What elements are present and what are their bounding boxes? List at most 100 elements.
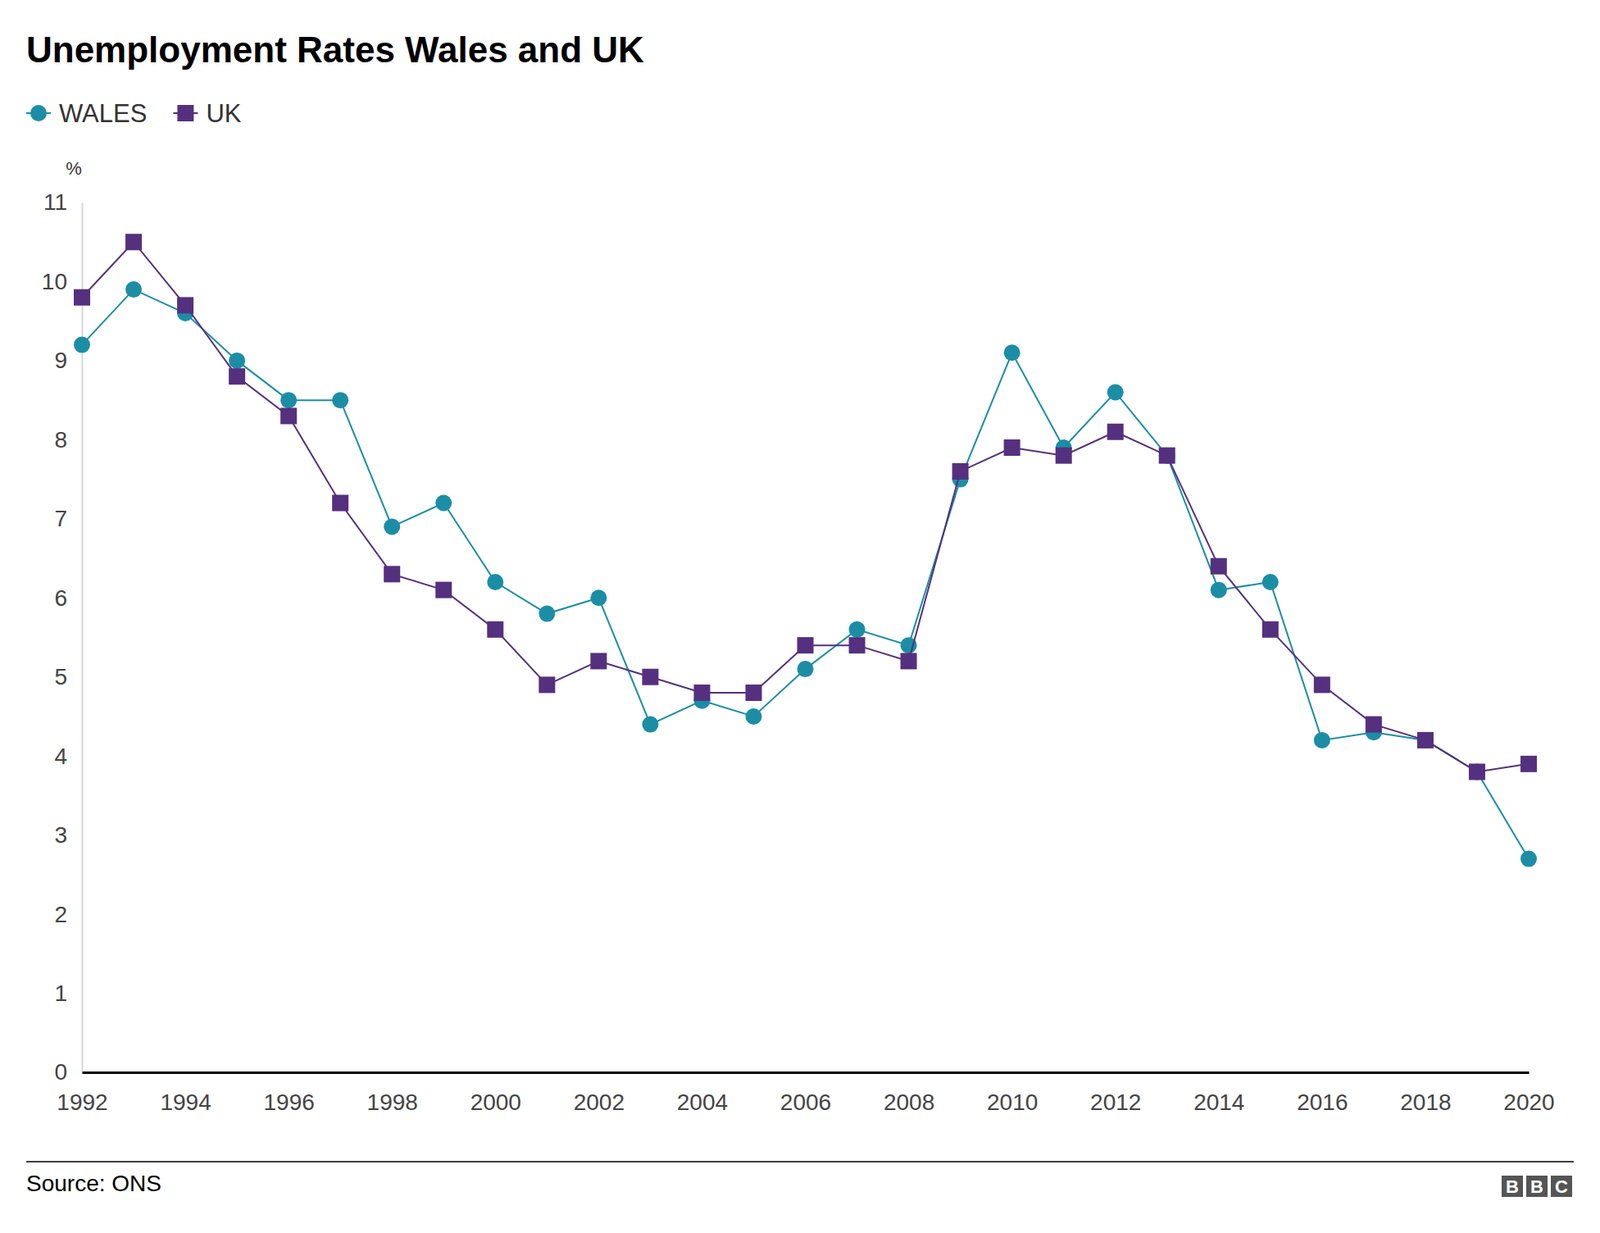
x-tick-label: 1994 <box>159 1089 211 1115</box>
x-tick-label: 2000 <box>470 1089 522 1115</box>
data-point <box>1107 423 1124 441</box>
data-point <box>228 352 246 369</box>
data-point <box>538 605 555 623</box>
data-point <box>280 391 297 409</box>
legend-marker <box>30 104 47 122</box>
data-point <box>1365 716 1382 733</box>
data-point <box>1468 763 1486 780</box>
plot-area <box>73 233 1537 867</box>
data-point <box>849 621 866 638</box>
x-tick: 2012 <box>1090 1072 1141 1115</box>
data-point <box>590 589 607 606</box>
data-point <box>745 708 762 725</box>
data-point <box>1313 731 1331 749</box>
data-point <box>1159 447 1176 464</box>
data-point <box>849 636 866 654</box>
x-tick-label: 1992 <box>56 1089 108 1115</box>
x-tick: 2000 <box>470 1072 522 1115</box>
series-markers <box>73 233 1537 780</box>
data-point <box>1004 439 1021 456</box>
y-tick-label: 0 <box>54 1059 68 1085</box>
data-point <box>486 573 504 591</box>
x-axis: 1992 1994 1996 1998 2000 2002 2004 2006 2008 2010… <box>56 1072 1555 1115</box>
data-point <box>1159 447 1176 464</box>
x-tick-label: 2002 <box>573 1089 625 1115</box>
data-point <box>486 621 504 638</box>
y-tick: 8 <box>54 427 82 453</box>
data-point <box>280 407 297 424</box>
y-tick: 11 <box>43 189 82 215</box>
y-tick-label: 2 <box>54 901 68 928</box>
x-tick-label: 2006 <box>780 1089 832 1115</box>
y-axis: 01234567891011 <box>41 189 83 1085</box>
x-tick: 2014 <box>1193 1072 1245 1115</box>
x-tick: 2018 <box>1400 1072 1451 1115</box>
data-point <box>73 336 91 354</box>
data-point <box>1417 731 1434 749</box>
data-point <box>435 581 452 599</box>
x-axis-line <box>82 1071 1530 1074</box>
data-point <box>745 684 762 701</box>
y-tick: 2 <box>54 901 82 928</box>
logo-box <box>1526 1175 1548 1197</box>
data-point <box>331 495 349 512</box>
data-point <box>797 636 814 654</box>
logo-box <box>1550 1175 1573 1197</box>
source: Source: ONS <box>26 1170 162 1196</box>
x-tick: 2016 <box>1296 1072 1348 1115</box>
title: Unemployment Rates Wales and UK <box>26 29 645 70</box>
x-tick: 2008 <box>883 1072 935 1115</box>
data-point <box>125 233 142 250</box>
y-tick-label: 8 <box>54 427 68 453</box>
y-tick-label: 4 <box>54 743 68 769</box>
x-tick: 2006 <box>780 1072 832 1115</box>
data-point <box>1468 763 1486 780</box>
data-point <box>1055 447 1073 464</box>
footer-rule <box>26 1160 1574 1163</box>
y-tick: 1 <box>54 980 82 1006</box>
data-point <box>1313 676 1331 693</box>
data-point <box>1210 558 1228 575</box>
data-point <box>797 660 814 678</box>
x-tick-label: 2018 <box>1400 1089 1451 1115</box>
y-axis-label: % <box>65 158 82 179</box>
x-tick-label: 1996 <box>263 1089 314 1115</box>
x-tick-label: 2004 <box>677 1089 728 1115</box>
x-tick-label: 2008 <box>883 1089 935 1115</box>
data-point <box>952 463 969 480</box>
data-point <box>383 565 400 582</box>
data-point <box>538 676 555 693</box>
chart: Unemployment Rates Wales and UK WALES UK% 0… <box>0 0 1600 1233</box>
data-point <box>383 518 400 535</box>
y-tick-label: 10 <box>41 268 68 295</box>
data-point <box>1417 731 1434 749</box>
y-tick-label: 11 <box>43 189 68 215</box>
y-tick-label: 9 <box>54 347 68 373</box>
data-point <box>1262 573 1279 591</box>
legend-item: WALES <box>26 99 147 128</box>
x-tick: 2004 <box>677 1072 728 1115</box>
y-tick: 4 <box>54 743 82 769</box>
y-tick-label: 6 <box>54 585 68 611</box>
x-tick-label: 2016 <box>1296 1089 1348 1115</box>
x-tick-label: 2020 <box>1503 1089 1555 1115</box>
data-point <box>73 289 91 306</box>
y-tick: 6 <box>54 585 82 611</box>
legend-marker <box>177 104 194 122</box>
series-markers <box>73 281 1537 867</box>
data-point <box>590 652 607 669</box>
data-point <box>641 716 659 733</box>
data-point <box>228 368 246 385</box>
series-line <box>81 241 1529 772</box>
x-tick: 2010 <box>986 1072 1038 1115</box>
data-point <box>1210 581 1228 599</box>
legend-label: WALES <box>59 99 147 128</box>
data-point <box>1004 344 1021 361</box>
logo: BBC <box>1501 1175 1573 1197</box>
x-tick: 1992 <box>56 1072 108 1115</box>
x-tick-label: 1998 <box>367 1089 419 1115</box>
legend-label: UK <box>205 99 241 128</box>
data-point <box>900 652 918 669</box>
x-tick: 1998 <box>367 1072 419 1115</box>
data-point <box>1520 755 1537 773</box>
